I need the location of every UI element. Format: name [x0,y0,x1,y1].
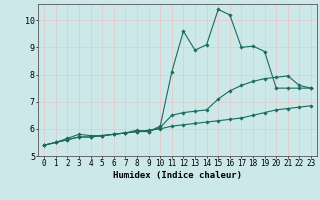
X-axis label: Humidex (Indice chaleur): Humidex (Indice chaleur) [113,171,242,180]
